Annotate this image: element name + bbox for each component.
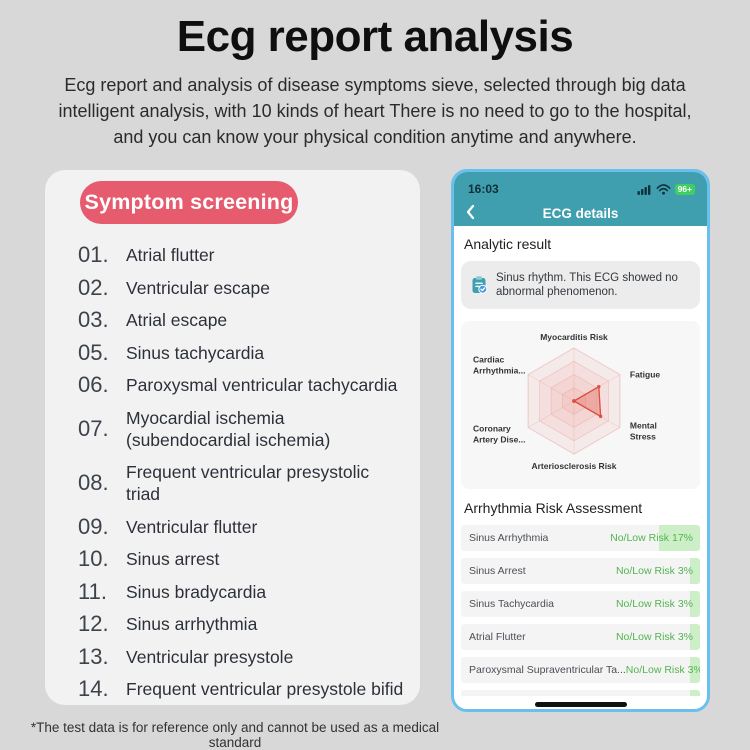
item-label: Sinus tachycardia xyxy=(126,342,265,363)
item-label: Ventricular escape xyxy=(126,277,270,298)
item-label: Ventricular flutter xyxy=(126,516,258,537)
radar-axis-label: Fatigue xyxy=(630,370,660,380)
page-subtitle: Ecg report and analysis of disease sympt… xyxy=(58,75,692,147)
risk-bar xyxy=(690,591,700,617)
analytic-result-message: Sinus rhythm. This ECG showed no abnorma… xyxy=(496,271,678,299)
risk-label: Atrial Flutter xyxy=(469,631,526,643)
list-item: 01. Atrial flutter xyxy=(78,244,408,266)
radar-axis-label: Mental Stress xyxy=(630,421,657,442)
list-item: 12. Sinus arrhythmia xyxy=(78,613,408,635)
phone-content: Analytic result Sinus rhythm. This ECG s… xyxy=(454,226,707,709)
radar-chart: Myocarditis Risk Fatigue Mental Stress Arter… xyxy=(473,332,660,471)
radar-chart-card: Myocarditis Risk Fatigue Mental Stress Arter… xyxy=(461,321,700,489)
list-item: 02. Ventricular escape xyxy=(78,274,408,300)
chevron-left-icon xyxy=(466,204,475,220)
item-number: 14. xyxy=(78,676,109,701)
report-check-icon xyxy=(472,276,488,294)
list-item: 07. Myocardial ischemia (subendocardial i… xyxy=(78,407,408,451)
risk-row[interactable]: Sinus Arrest No/Low Risk 3% xyxy=(461,558,700,584)
list-item: 14. Frequent ventricular presystole bifid xyxy=(78,678,408,700)
item-label: Sinus bradycardia xyxy=(126,581,267,602)
risk-row[interactable]: Sinus Arrhythmia No/Low Risk 17% xyxy=(461,525,700,551)
analytic-result-heading: Analytic result xyxy=(464,236,552,252)
risk-label: Paroxysmal Supraventricular Ta... xyxy=(469,664,626,676)
risk-label: Sinus Arrhythmia xyxy=(469,532,549,544)
item-number: 01. xyxy=(78,242,109,267)
symptom-panel: Symptom screening 01. Atrial flutter 02. Ve… xyxy=(45,170,420,705)
radar-axis-label: Arteriosclerosis Risk xyxy=(531,461,616,471)
nav-bar: ECG details xyxy=(454,200,707,226)
item-number: 12. xyxy=(78,611,109,636)
item-number: 02. xyxy=(78,274,109,300)
item-number: 06. xyxy=(78,372,109,397)
home-indicator xyxy=(534,702,627,707)
risk-value: No/Low Risk 3% xyxy=(625,664,700,676)
phone-header: 16:03 96+ xyxy=(454,172,707,226)
item-label: Atrial escape xyxy=(126,310,228,330)
item-number: 05. xyxy=(78,339,109,365)
risk-row[interactable]: Atrial Flutter No/Low Risk 3% xyxy=(461,624,700,650)
item-label: Atrial flutter xyxy=(126,245,215,265)
item-label: Ventricular presystole xyxy=(126,646,294,667)
risk-label: Sinus Tachycardia xyxy=(469,598,555,610)
symptom-screening-badge: Symptom screening xyxy=(80,181,298,224)
risk-bar xyxy=(690,624,700,650)
list-item: 09. Ventricular flutter xyxy=(78,513,408,539)
risk-list: Sinus Arrhythmia No/Low Risk 17% Sinus Arr… xyxy=(461,525,700,683)
item-number: 10. xyxy=(78,546,109,571)
item-number: 11. xyxy=(78,578,107,604)
item-number: 07. xyxy=(78,415,109,441)
list-item: 10. Sinus arrest xyxy=(78,548,408,570)
phone-mockup: 16:03 96+ xyxy=(451,169,710,712)
radar-axis-label: Myocarditis Risk xyxy=(540,332,608,342)
status-icons: 96+ xyxy=(637,183,695,195)
battery-indicator: 96+ xyxy=(674,183,695,195)
item-number: 08. xyxy=(78,470,109,495)
item-label: Myocardial ischemia (subendocardial isch… xyxy=(126,407,331,450)
wifi-icon xyxy=(656,183,671,195)
analytic-result-card: Sinus rhythm. This ECG showed no abnorma… xyxy=(461,261,700,309)
risk-row[interactable]: Sinus Tachycardia No/Low Risk 3% xyxy=(461,591,700,617)
back-button[interactable] xyxy=(465,203,483,221)
battery-level: 96+ xyxy=(677,183,692,194)
risk-value: No/Low Risk 3% xyxy=(615,631,693,643)
list-item: 03. Atrial escape xyxy=(78,309,408,331)
list-item: 08. Frequent ventricular presystolic tria… xyxy=(78,461,408,505)
list-item: 13. Ventricular presystole xyxy=(78,643,408,669)
risk-bar xyxy=(659,525,700,551)
item-label: Paroxysmal ventricular tachycardia xyxy=(126,375,398,395)
risk-bar xyxy=(690,657,700,683)
risk-label: Sinus Arrest xyxy=(469,565,526,577)
risk-value: No/Low Risk 3% xyxy=(615,598,693,610)
signal-icon xyxy=(637,184,650,195)
risk-value: No/Low Risk 17% xyxy=(610,532,693,544)
partial-row xyxy=(461,690,700,696)
disclaimer-text: *The test data is for reference only and… xyxy=(30,720,440,750)
list-item: 05. Sinus tachycardia xyxy=(78,339,408,365)
item-number: 13. xyxy=(78,643,109,669)
status-time: 16:03 xyxy=(468,182,499,196)
nav-title: ECG details xyxy=(542,205,619,221)
list-item: 06. Paroxysmal ventricular tachycardia xyxy=(78,374,408,396)
badge-label: Symptom screening xyxy=(84,190,294,214)
item-label: Sinus arrest xyxy=(126,549,220,569)
radar-axis-label: Cardiac Arrhythmia... xyxy=(473,355,525,376)
list-item: 11. Sinus bradycardia xyxy=(78,578,408,604)
item-label: Frequent ventricular presystole bifid xyxy=(126,679,404,699)
risk-row[interactable]: Paroxysmal Supraventricular Ta... No/Low … xyxy=(461,657,700,683)
item-label: Frequent ventricular presystolic triad xyxy=(126,462,370,504)
item-label: Sinus arrhythmia xyxy=(126,614,258,634)
risk-assessment-heading: Arrhythmia Risk Assessment xyxy=(464,500,643,516)
radar-axis-label: Coronary Artery Dise... xyxy=(473,424,525,445)
item-number: 09. xyxy=(78,513,109,539)
risk-bar xyxy=(690,558,700,584)
status-bar: 16:03 96+ xyxy=(454,172,707,200)
risk-value: No/Low Risk 3% xyxy=(615,565,693,577)
item-number: 03. xyxy=(78,307,109,332)
page-title: Ecg report analysis xyxy=(176,12,574,61)
symptom-list: 01. Atrial flutter 02. Ventricular escape 03… xyxy=(78,244,408,700)
